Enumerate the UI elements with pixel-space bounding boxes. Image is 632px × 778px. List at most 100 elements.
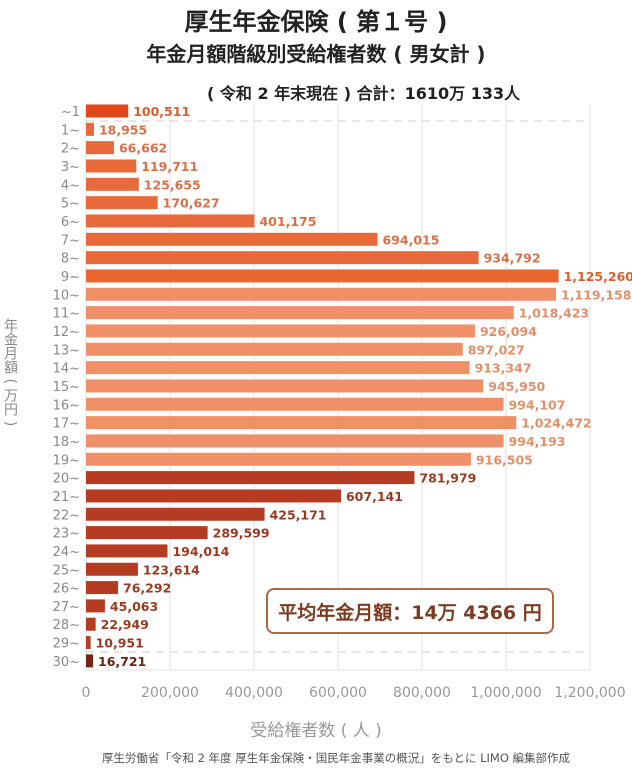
y-tick-label: 21~ xyxy=(53,490,80,505)
data-label: 607,141 xyxy=(346,489,403,504)
y-tick-label: 5~ xyxy=(61,197,80,212)
data-label: 45,063 xyxy=(110,599,158,614)
data-label: 289,599 xyxy=(213,526,270,541)
data-label: 1,119,158 xyxy=(561,287,631,302)
data-label: 781,979 xyxy=(419,471,476,486)
y-tick-label: 22~ xyxy=(53,508,80,523)
y-tick-label: 30~ xyxy=(53,655,80,670)
bar xyxy=(86,654,94,668)
data-label: 425,171 xyxy=(270,507,327,522)
y-tick-label: 15~ xyxy=(53,380,80,395)
bar xyxy=(86,122,94,136)
bar xyxy=(86,306,514,320)
y-tick-label: 28~ xyxy=(53,618,80,633)
y-tick-label: 11~ xyxy=(53,307,80,322)
average-callout: 平均年金月額：14万 4366 円 xyxy=(266,588,554,634)
data-label: 994,107 xyxy=(509,397,566,412)
y-tick-label: 27~ xyxy=(53,600,80,615)
bar xyxy=(86,562,138,576)
bar xyxy=(86,636,91,650)
data-label: 934,792 xyxy=(484,251,541,266)
bar xyxy=(86,397,504,411)
data-label: 945,950 xyxy=(488,379,545,394)
y-tick-label: 1~ xyxy=(61,123,80,138)
bar xyxy=(86,287,557,301)
y-tick-label: 8~ xyxy=(61,252,80,267)
bar xyxy=(86,159,137,173)
bar xyxy=(86,471,415,485)
data-label: 170,627 xyxy=(163,196,220,211)
bar xyxy=(86,434,504,448)
y-tick-label: 2~ xyxy=(61,142,80,157)
x-tick-label: 0 xyxy=(82,685,91,701)
y-tick-label: 9~ xyxy=(61,270,80,285)
data-label: 1,024,472 xyxy=(521,416,591,431)
data-label: 100,511 xyxy=(133,104,190,119)
data-label: 913,347 xyxy=(475,361,532,376)
y-tick-label: 12~ xyxy=(53,325,80,340)
bar xyxy=(86,342,463,356)
y-tick-label: 20~ xyxy=(53,472,80,487)
data-label: 16,721 xyxy=(98,654,146,669)
y-tick-label: 16~ xyxy=(53,398,80,413)
y-tick-label: 3~ xyxy=(61,160,80,175)
data-label: 119,711 xyxy=(141,159,198,174)
data-label: 125,655 xyxy=(144,177,201,192)
bar xyxy=(86,269,559,283)
y-tick-label: 26~ xyxy=(53,582,80,597)
bar xyxy=(86,507,265,521)
bar xyxy=(86,452,471,466)
source-note: 厚生労働省「令和 2 年度 厚生年金保険・国民年金事業の概況」をもとに LIMO… xyxy=(101,751,571,765)
data-label: 194,014 xyxy=(172,544,229,559)
bar xyxy=(86,196,158,210)
data-label: 1,018,423 xyxy=(519,306,589,321)
chart-title: 厚生年金保険 ( 第１号 ) xyxy=(184,8,448,36)
x-tick-label: 800,000 xyxy=(393,685,451,701)
y-tick-label: 18~ xyxy=(53,435,80,450)
data-label: 916,505 xyxy=(476,452,533,467)
y-tick-label: 4~ xyxy=(61,178,80,193)
bar xyxy=(86,251,479,265)
bar xyxy=(86,599,105,613)
bar xyxy=(86,177,139,191)
y-tick-label: 25~ xyxy=(53,563,80,578)
bar xyxy=(86,416,517,430)
data-label: 926,094 xyxy=(480,324,537,339)
y-tick-label: 6~ xyxy=(61,215,80,230)
data-label: 66,662 xyxy=(119,141,167,156)
bar xyxy=(86,544,168,558)
bar xyxy=(86,489,341,503)
bar xyxy=(86,361,470,375)
data-label: 401,175 xyxy=(259,214,316,229)
chart-note: ( 令和 2 年末現在 ) 合計：1610万 133人 xyxy=(207,84,521,103)
y-tick-label: 24~ xyxy=(53,545,80,560)
data-label: 897,027 xyxy=(468,342,525,357)
y-tick-label: 19~ xyxy=(53,453,80,468)
bar xyxy=(86,232,378,246)
data-label: 10,951 xyxy=(96,636,144,651)
data-label: 22,949 xyxy=(101,617,149,632)
y-tick-label: ~1 xyxy=(61,105,80,120)
data-label: 18,955 xyxy=(99,122,147,137)
data-label: 76,292 xyxy=(123,581,171,596)
y-tick-label: 13~ xyxy=(53,343,80,358)
bar xyxy=(86,324,475,338)
bar xyxy=(86,581,119,595)
x-tick-label: 1,200,000 xyxy=(554,685,625,701)
y-tick-label: 14~ xyxy=(53,362,80,377)
bar xyxy=(86,214,255,228)
bar xyxy=(86,617,96,631)
bar xyxy=(86,526,208,540)
data-label: 994,193 xyxy=(509,434,566,449)
data-label: 1,125,260 xyxy=(564,269,632,284)
y-tick-label: 23~ xyxy=(53,527,80,542)
x-tick-label: 400,000 xyxy=(225,685,283,701)
x-tick-label: 200,000 xyxy=(141,685,199,701)
y-tick-label: 7~ xyxy=(61,233,80,248)
chart-subtitle: 年金月額階級別受給権者数 ( 男女計 ) xyxy=(146,42,486,66)
x-tick-label: 600,000 xyxy=(309,685,367,701)
bar xyxy=(86,104,129,118)
y-tick-label: 29~ xyxy=(53,637,80,652)
